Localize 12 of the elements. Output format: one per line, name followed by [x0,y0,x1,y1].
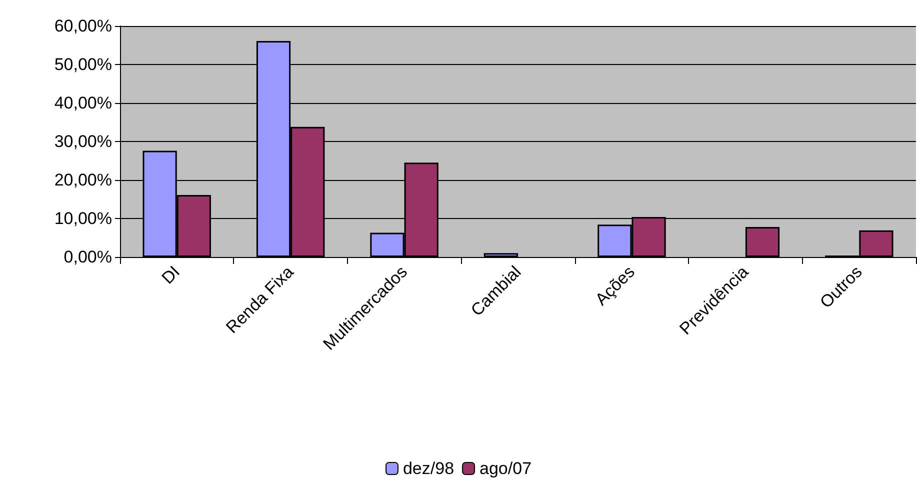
y-tick-label: 50,00% [54,55,112,74]
y-tick-label: 60,00% [54,16,112,36]
y-tick-label: 30,00% [54,132,112,151]
y-tick-label: 40,00% [54,94,112,112]
x-tick-label: DI [158,262,184,288]
legend-label: dez/98 [402,459,454,478]
bar [484,253,518,257]
y-tick-label: 0,00% [64,248,112,266]
bar [745,226,780,257]
y-tick-label: 20,00% [54,170,112,190]
y-tick-label: 10,00% [54,209,112,228]
legend-label: ago/07 [480,459,532,478]
